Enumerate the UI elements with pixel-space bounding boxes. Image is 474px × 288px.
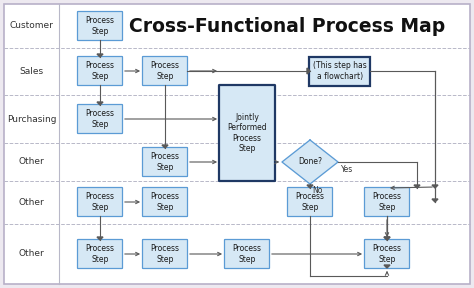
Text: Process
Step: Process Step [151,152,180,172]
FancyBboxPatch shape [78,12,122,41]
Polygon shape [384,237,390,240]
Text: Cross-Functional Process Map: Cross-Functional Process Map [129,16,446,35]
Polygon shape [384,265,390,268]
FancyBboxPatch shape [219,85,275,181]
Text: Process
Step: Process Step [373,192,401,212]
Polygon shape [432,199,438,202]
FancyBboxPatch shape [365,187,410,217]
Text: Purchasing: Purchasing [7,115,56,124]
Text: Process
Step: Process Step [85,109,115,129]
FancyBboxPatch shape [143,187,188,217]
Text: Process
Step: Process Step [151,61,180,81]
Polygon shape [384,237,390,240]
Text: (This step has
a flowchart): (This step has a flowchart) [313,61,367,81]
Text: Process
Step: Process Step [233,244,262,264]
Text: Process
Step: Process Step [85,16,115,36]
Text: Process
Step: Process Step [151,192,180,212]
Text: Process
Step: Process Step [151,244,180,264]
Polygon shape [414,185,420,188]
Polygon shape [432,185,438,188]
FancyBboxPatch shape [78,240,122,268]
Polygon shape [162,145,168,148]
Polygon shape [282,140,338,184]
FancyBboxPatch shape [143,56,188,86]
Text: Customer: Customer [9,22,54,31]
Text: Other: Other [18,249,45,259]
Text: Yes: Yes [341,165,353,174]
Polygon shape [97,102,103,105]
Text: Process
Step: Process Step [373,244,401,264]
Text: No: No [312,186,322,195]
Text: Other: Other [18,198,45,207]
FancyBboxPatch shape [4,4,470,284]
FancyBboxPatch shape [143,147,188,177]
Text: Process
Step: Process Step [85,61,115,81]
Text: Process
Step: Process Step [85,192,115,212]
FancyBboxPatch shape [78,56,122,86]
Text: Process
Step: Process Step [85,244,115,264]
Polygon shape [307,185,313,188]
FancyBboxPatch shape [78,187,122,217]
Text: Process
Step: Process Step [295,192,325,212]
FancyBboxPatch shape [310,56,371,86]
Text: Other: Other [18,158,45,166]
Polygon shape [97,237,103,240]
Text: Jointly
Performed
Process
Step: Jointly Performed Process Step [227,113,267,153]
FancyBboxPatch shape [143,240,188,268]
Text: Sales: Sales [19,67,44,76]
Text: Done?: Done? [298,158,322,166]
Polygon shape [97,54,103,57]
Polygon shape [307,68,310,74]
FancyBboxPatch shape [225,240,270,268]
FancyBboxPatch shape [78,105,122,134]
FancyBboxPatch shape [288,187,332,217]
FancyBboxPatch shape [365,240,410,268]
